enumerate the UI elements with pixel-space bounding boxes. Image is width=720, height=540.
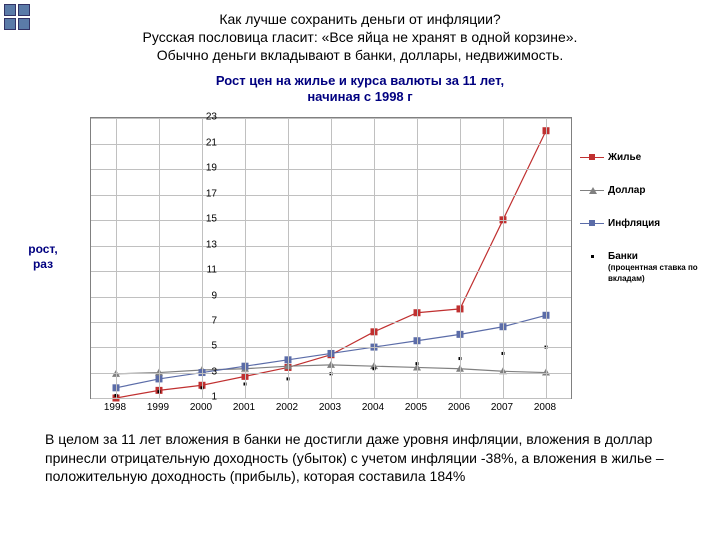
x-tick: 2006 <box>439 402 479 413</box>
y-axis-label: рост, раз <box>23 242 63 271</box>
x-tick: 2004 <box>353 402 393 413</box>
x-tick: 2001 <box>224 402 264 413</box>
y-tick: 15 <box>187 214 217 225</box>
chart-title-line2: начиная с 1998 г <box>307 89 412 104</box>
x-tick: 2005 <box>396 402 436 413</box>
x-tick: 2008 <box>525 402 565 413</box>
y-tick: 1 <box>187 392 217 403</box>
legend-label: Банки(процентная ставка по вкладам) <box>608 251 705 284</box>
x-tick: 2002 <box>267 402 307 413</box>
x-tick: 1998 <box>95 402 135 413</box>
bullet-icon <box>18 18 30 30</box>
chart-title-line1: Рост цен на жилье и курса валюты за 11 л… <box>216 73 504 88</box>
y-tick: 19 <box>187 163 217 174</box>
header-line1: Как лучше сохранить деньги от инфляции? <box>219 11 500 27</box>
y-tick: 5 <box>187 341 217 352</box>
y-tick: 9 <box>187 290 217 301</box>
chart-title: Рост цен на жилье и курса валюты за 11 л… <box>15 73 705 107</box>
header-line2: Русская пословица гласит: «Все яйца не х… <box>143 29 578 45</box>
bullet-icon <box>4 18 16 30</box>
y-tick: 21 <box>187 137 217 148</box>
plot-region <box>90 117 572 399</box>
legend-item: Инфляция <box>580 218 705 229</box>
bullet-icon <box>18 4 30 16</box>
legend-item: Жилье <box>580 152 705 163</box>
legend-item: Доллар <box>580 185 705 196</box>
header-text: Как лучше сохранить деньги от инфляции? … <box>45 10 675 65</box>
legend-label: Инфляция <box>608 218 660 229</box>
x-tick: 1999 <box>138 402 178 413</box>
x-tick: 2007 <box>482 402 522 413</box>
y-tick: 7 <box>187 315 217 326</box>
x-tick: 2000 <box>181 402 221 413</box>
y-tick: 13 <box>187 239 217 250</box>
legend-label: Доллар <box>608 185 645 196</box>
legend-label: Жилье <box>608 152 641 163</box>
y-tick: 3 <box>187 366 217 377</box>
bullet-icon <box>4 4 16 16</box>
footer-text: В целом за 11 лет вложения в банки не до… <box>45 430 685 485</box>
y-tick: 17 <box>187 188 217 199</box>
header-line3: Обычно деньги вкладывают в банки, доллар… <box>157 47 563 63</box>
chart-area: рост, раз Жилье Доллар Инфляция Банки(проце… <box>15 112 705 422</box>
y-tick: 11 <box>187 265 217 276</box>
legend: Жилье Доллар Инфляция Банки(процентная став… <box>580 152 705 306</box>
x-tick: 2003 <box>310 402 350 413</box>
legend-item: Банки(процентная ставка по вкладам) <box>580 251 705 284</box>
y-tick: 23 <box>187 112 217 123</box>
